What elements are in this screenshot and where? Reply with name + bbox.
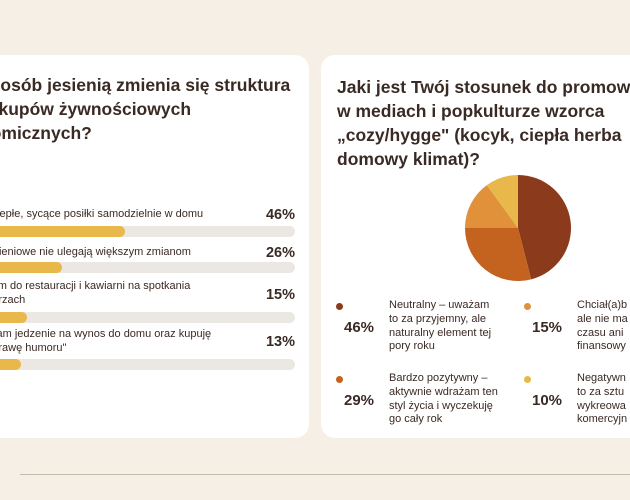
pie-slice xyxy=(486,175,518,228)
option-label: ję ciepłe, sycące posiłki samodzielnie w… xyxy=(0,208,204,220)
legend-dot xyxy=(336,303,343,310)
option-percent: 13% xyxy=(265,334,295,350)
poll-card-cozy-attitude: Jaki jest Twój stosunek do promow w medi… xyxy=(321,55,630,438)
option-bar-fill xyxy=(0,262,62,273)
question-title-line: nomicznych? xyxy=(0,123,92,143)
poll-card-shopping-structure: sposób jesienią zmienia się struktura za… xyxy=(0,55,309,438)
poll-option: ję ciepłe, sycące posiłki samodzielnie w… xyxy=(0,207,295,242)
option-label-line: poprawę humoru" xyxy=(0,342,67,354)
question-title-line: „cozy/hygge" (kocyk, ciepła herba xyxy=(337,125,622,145)
option-bar-track xyxy=(0,226,295,237)
option-bar-track xyxy=(0,262,295,273)
legend-percent: 10% xyxy=(532,392,563,409)
option-percent: 26% xyxy=(265,245,295,261)
pie-chart xyxy=(465,175,571,281)
option-label-line: mętrzach xyxy=(0,294,26,306)
legend-dot xyxy=(524,376,531,383)
option-percent: 46% xyxy=(265,207,295,223)
legend-text: Neutralny – uważam to za przyjemny, ale … xyxy=(389,299,492,353)
legend-percent: 15% xyxy=(532,319,563,336)
question-title: Jaki jest Twój stosunek do promow w medi… xyxy=(337,75,630,171)
legend-text: Bardzo pozytywny – aktywnie wdrażam ten … xyxy=(389,372,498,426)
legend-dot xyxy=(336,376,343,383)
option-bar-fill xyxy=(0,226,125,237)
legend-percent: 29% xyxy=(344,392,375,409)
option-bar-fill xyxy=(0,359,21,370)
poll-option: awiam jedzenie na wynos do domu oraz kup… xyxy=(0,327,295,377)
option-bar-track xyxy=(0,359,295,370)
option-label-line: awiam jedzenie na wynos do domu oraz kup… xyxy=(0,328,212,340)
option-percent: 15% xyxy=(265,287,295,303)
option-label: żywieniowe nie ulegają większym zmianom xyxy=(0,246,191,258)
question-title-line: domowy klimat)? xyxy=(337,149,480,169)
question-title-line: Jaki jest Twój stosunek do promow xyxy=(337,77,630,97)
pie-slice xyxy=(465,228,532,281)
question-title: sposób jesienią zmienia się struktura za… xyxy=(0,73,309,145)
option-label: azam do restauracji i kawiarni na spotka… xyxy=(0,279,190,307)
question-title-line: sposób jesienią zmienia się struktura xyxy=(0,75,291,95)
pie-slice xyxy=(518,175,571,280)
pie-slice xyxy=(465,185,518,228)
legend-text: Chciał(a)b ale nie ma czasu ani finansow… xyxy=(577,299,628,353)
legend-text: Negatywn to za sztu wykreowa komercyjn xyxy=(577,372,628,426)
poll-option: azam do restauracji i kawiarni na spotka… xyxy=(0,279,295,329)
option-bar-fill xyxy=(0,312,28,323)
footer-divider xyxy=(20,474,630,475)
question-title-line: zakupów żywnościowych xyxy=(0,99,192,119)
poll-option: żywieniowe nie ulegają większym zmianom … xyxy=(0,245,295,280)
option-label-line: azam do restauracji i kawiarni na spotka… xyxy=(0,280,191,292)
question-title-line: w mediach i popkulturze wzorca xyxy=(337,101,605,121)
legend-percent: 46% xyxy=(344,319,375,336)
option-bar-track xyxy=(0,312,295,323)
option-label: awiam jedzenie na wynos do domu oraz kup… xyxy=(0,327,211,355)
legend-dot xyxy=(524,303,531,310)
